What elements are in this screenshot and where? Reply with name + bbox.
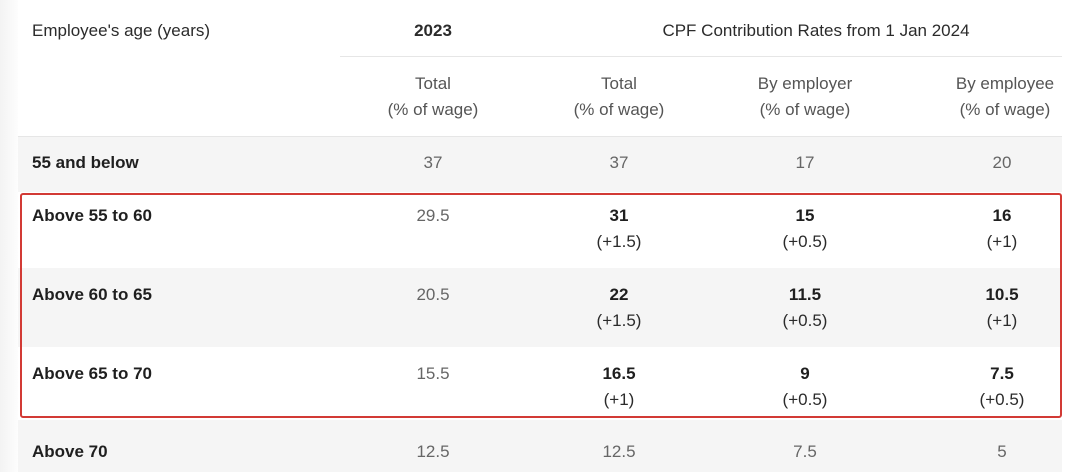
cell-value: 9 [800, 364, 810, 383]
cell-change: (+0.5) [782, 232, 828, 251]
cell-value: 11.5 [788, 285, 822, 304]
cell-change: (+0.5) [782, 390, 828, 409]
subheader-line1: Total [415, 74, 451, 93]
cell-change: (+1.5) [596, 311, 642, 330]
subheader-line2: (% of wage) [573, 100, 665, 119]
cell-change: (+1) [603, 390, 635, 409]
subheader-line1: By employee [955, 74, 1055, 93]
subheader-line2: (% of wage) [959, 100, 1051, 119]
row-age-label: Above 65 to 70 [32, 364, 152, 383]
cell-by-employer: 9 (+0.5) [712, 361, 898, 413]
subheader-line2: (% of wage) [759, 100, 851, 119]
header-2024-group: CPF Contribution Rates from 1 Jan 2024 [662, 21, 970, 40]
cell-by-employee: 20 [992, 153, 1012, 172]
cell-2024-total: 31 (+1.5) [526, 203, 712, 255]
cell-2023-total: 12.5 [416, 442, 450, 461]
subheader-by-employee: By employee (% of wage) [912, 71, 1080, 123]
row-background-1 [18, 136, 1062, 192]
cell-by-employer: 11.5 (+0.5) [712, 282, 898, 334]
cell-change: (+1) [986, 311, 1018, 330]
cell-by-employee: 5 [997, 442, 1007, 461]
row-background-2 [18, 192, 1062, 268]
subheader-line1: By employer [757, 74, 853, 93]
row-background-5 [18, 420, 1062, 472]
cell-value: 7.5 [990, 364, 1014, 383]
cell-2024-total: 12.5 [602, 442, 636, 461]
cell-value: 15 [795, 206, 815, 225]
cell-by-employer: 15 (+0.5) [712, 203, 898, 255]
cell-by-employee: 16 (+1) [912, 203, 1080, 255]
header-2023: 2023 [414, 21, 452, 40]
cell-value: 10.5 [985, 285, 1019, 304]
cell-by-employer: 17 [795, 153, 815, 172]
cell-change: (+0.5) [782, 311, 828, 330]
header-age: Employee's age (years) [32, 21, 211, 40]
cell-2023-total: 15.5 [416, 364, 450, 383]
row-age-label: Above 70 [32, 442, 108, 461]
row-age-label: Above 55 to 60 [32, 206, 152, 225]
cell-by-employer: 7.5 [793, 442, 817, 461]
subheader-line2: (% of wage) [387, 100, 479, 119]
subheader-by-employer: By employer (% of wage) [712, 71, 898, 123]
cell-change: (+0.5) [979, 390, 1025, 409]
row-background-4 [18, 347, 1062, 418]
row-age-label: Above 60 to 65 [32, 285, 152, 304]
cell-2023-total: 20.5 [416, 285, 450, 304]
cell-2024-total: 16.5 (+1) [526, 361, 712, 413]
cell-2024-total: 37 [609, 153, 629, 172]
row-background-3 [18, 268, 1062, 347]
cell-value: 16.5 [602, 364, 636, 383]
subheader-divider [18, 136, 1062, 137]
cell-by-employee: 7.5 (+0.5) [912, 361, 1080, 413]
cell-2023-total: 29.5 [416, 206, 450, 225]
cell-2023-total: 37 [423, 153, 443, 172]
header-divider [340, 56, 1062, 57]
row-age-label: 55 and below [32, 153, 139, 172]
cpf-rates-table: Employee's age (years) 2023 CPF Contribu… [18, 0, 1080, 472]
cell-value: 31 [609, 206, 629, 225]
cell-change: (+1) [986, 232, 1018, 251]
cell-by-employee: 10.5 (+1) [912, 282, 1080, 334]
cell-2024-total: 22 (+1.5) [526, 282, 712, 334]
subheader-line1: Total [601, 74, 637, 93]
cell-value: 16 [992, 206, 1012, 225]
subheader-2024-total: Total (% of wage) [526, 71, 712, 123]
cell-change: (+1.5) [596, 232, 642, 251]
cell-value: 22 [609, 285, 629, 304]
subheader-2023-total: Total (% of wage) [340, 71, 526, 123]
